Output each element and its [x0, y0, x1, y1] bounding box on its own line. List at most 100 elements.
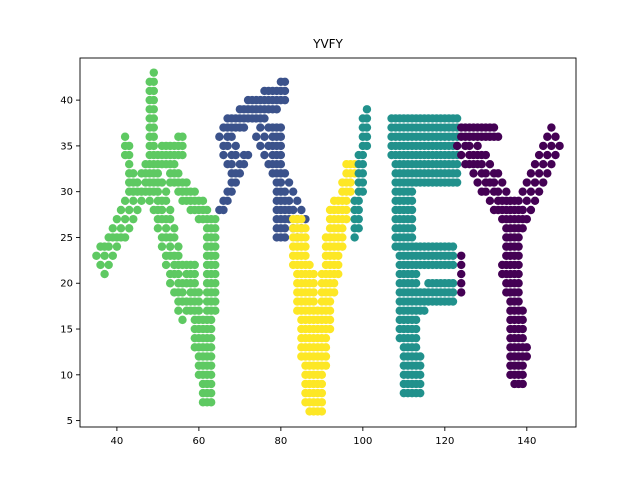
scatter-point — [498, 178, 507, 187]
scatter-point — [297, 214, 306, 224]
scatter-point — [92, 251, 101, 260]
scatter-point — [518, 224, 527, 233]
scatter-point — [145, 196, 154, 206]
scatter-point — [124, 205, 134, 215]
scatter-point — [108, 251, 117, 260]
scatter-point — [174, 251, 183, 260]
scatter-point — [498, 260, 507, 270]
scatter-point — [317, 407, 327, 416]
scatter-point — [502, 214, 511, 224]
scatter-point — [104, 260, 113, 270]
scatter-point — [530, 196, 540, 206]
scatter-point — [514, 251, 523, 260]
scatter-point — [194, 297, 204, 306]
scatter-point — [194, 288, 204, 297]
scatter-point — [116, 224, 126, 233]
scatter-point — [206, 324, 216, 334]
scatter-point — [522, 214, 532, 224]
scatter-point — [522, 343, 532, 352]
scatter-point — [211, 297, 220, 306]
scatter-point — [317, 343, 327, 352]
scatter-point — [112, 214, 122, 224]
scatter-point — [350, 196, 359, 206]
scatter-point — [190, 187, 199, 196]
scatter-point — [354, 150, 363, 160]
scatter-point — [219, 150, 228, 160]
scatter-point — [317, 352, 327, 361]
scatter-point — [543, 169, 552, 178]
scatter-point — [276, 196, 286, 206]
scatter-point — [485, 160, 495, 169]
scatter-point — [502, 233, 511, 242]
scatter-point — [149, 141, 158, 151]
scatter-point — [354, 160, 363, 169]
scatter-point — [420, 306, 429, 315]
scatter-point — [543, 150, 552, 160]
scatter-point — [260, 114, 269, 123]
scatter-point — [104, 233, 113, 242]
scatter-point — [329, 196, 339, 206]
scatter-point — [149, 169, 158, 178]
scatter-point — [129, 187, 138, 196]
scatter-point — [551, 150, 560, 160]
scatter-point — [518, 324, 527, 334]
scatter-point — [120, 214, 130, 224]
y-tick-label: 25 — [60, 233, 73, 244]
scatter-point — [149, 77, 158, 87]
scatter-point — [338, 242, 347, 251]
scatter-point — [518, 315, 527, 325]
scatter-point — [448, 260, 458, 270]
scatter-point — [416, 361, 425, 370]
scatter-point — [416, 388, 425, 398]
scatter-point — [256, 141, 265, 151]
scatter-point — [530, 160, 540, 169]
scatter-point — [457, 123, 466, 132]
scatter-point — [457, 260, 466, 270]
scatter-point — [211, 288, 220, 297]
scatter-point — [510, 205, 519, 215]
scatter-point — [534, 150, 544, 160]
scatter-point — [153, 224, 163, 233]
scatter-point — [280, 95, 290, 105]
scatter-point — [350, 224, 359, 233]
scatter-point — [219, 205, 228, 215]
scatter-point — [305, 260, 314, 270]
scatter-point — [301, 224, 310, 233]
scatter-point — [555, 141, 564, 151]
scatter-point — [96, 260, 105, 270]
scatter-point — [526, 205, 536, 215]
scatter-point — [338, 233, 347, 242]
scatter-point — [165, 242, 175, 251]
scatter-point — [231, 141, 240, 151]
x-tick-label: 80 — [274, 436, 287, 447]
y-tick-label: 20 — [60, 279, 73, 290]
y-tick-label: 10 — [60, 370, 73, 381]
scatter-point — [321, 260, 331, 270]
scatter-point — [198, 196, 208, 206]
scatter-point — [215, 132, 224, 141]
scatter-point — [325, 214, 335, 224]
scatter-point — [129, 214, 138, 224]
scatter-point — [288, 205, 298, 215]
scatter-point — [543, 132, 552, 141]
scatter-point — [317, 269, 327, 279]
scatter-point — [276, 141, 286, 151]
scatter-point — [309, 269, 318, 279]
scatter-point — [206, 379, 216, 389]
scatter-point — [317, 279, 327, 288]
scatter-point — [317, 297, 327, 306]
scatter-point — [342, 160, 351, 169]
scatter-point — [211, 251, 220, 260]
scatter-point — [211, 269, 220, 279]
scatter-point — [354, 178, 363, 187]
scatter-point — [227, 132, 236, 141]
data-points — [92, 68, 564, 416]
scatter-point — [465, 132, 474, 141]
scatter-point — [157, 205, 167, 215]
scatter-point — [153, 187, 163, 196]
scatter-point — [452, 178, 462, 187]
scatter-point — [473, 178, 482, 187]
scatter-point — [161, 224, 171, 233]
scatter-point — [342, 205, 351, 215]
scatter-point — [452, 114, 462, 123]
